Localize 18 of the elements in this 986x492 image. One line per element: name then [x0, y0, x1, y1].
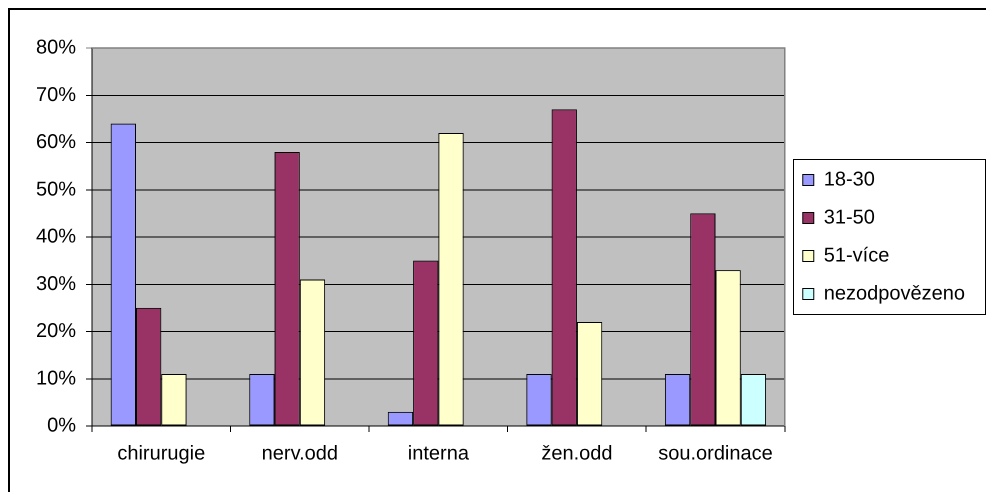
- y-tick-label: 40%: [36, 226, 76, 248]
- legend-label: 31-50: [824, 206, 875, 229]
- y-tick-label: 50%: [36, 178, 76, 200]
- y-tick-label: 0%: [47, 414, 76, 437]
- y-tick-label: 60%: [36, 131, 76, 154]
- y-tick-label: 70%: [36, 84, 76, 106]
- y-tick-label: 30%: [36, 272, 76, 295]
- y-tick-label: 20%: [36, 320, 76, 342]
- legend-label: nezodpovězeno: [824, 282, 966, 305]
- x-tick-label: žen.odd: [541, 442, 613, 465]
- legend-label: 51-více: [824, 244, 890, 267]
- x-tick-label: chirurugie: [117, 442, 206, 465]
- legend-label: 18-30: [824, 168, 875, 191]
- x-tick-label: nerv.odd: [262, 442, 338, 465]
- y-tick-label: 80%: [36, 36, 76, 59]
- x-tick-label: sou.ordinace: [658, 442, 773, 465]
- x-tick-label: interna: [408, 442, 470, 465]
- y-tick-label: 10%: [36, 367, 76, 390]
